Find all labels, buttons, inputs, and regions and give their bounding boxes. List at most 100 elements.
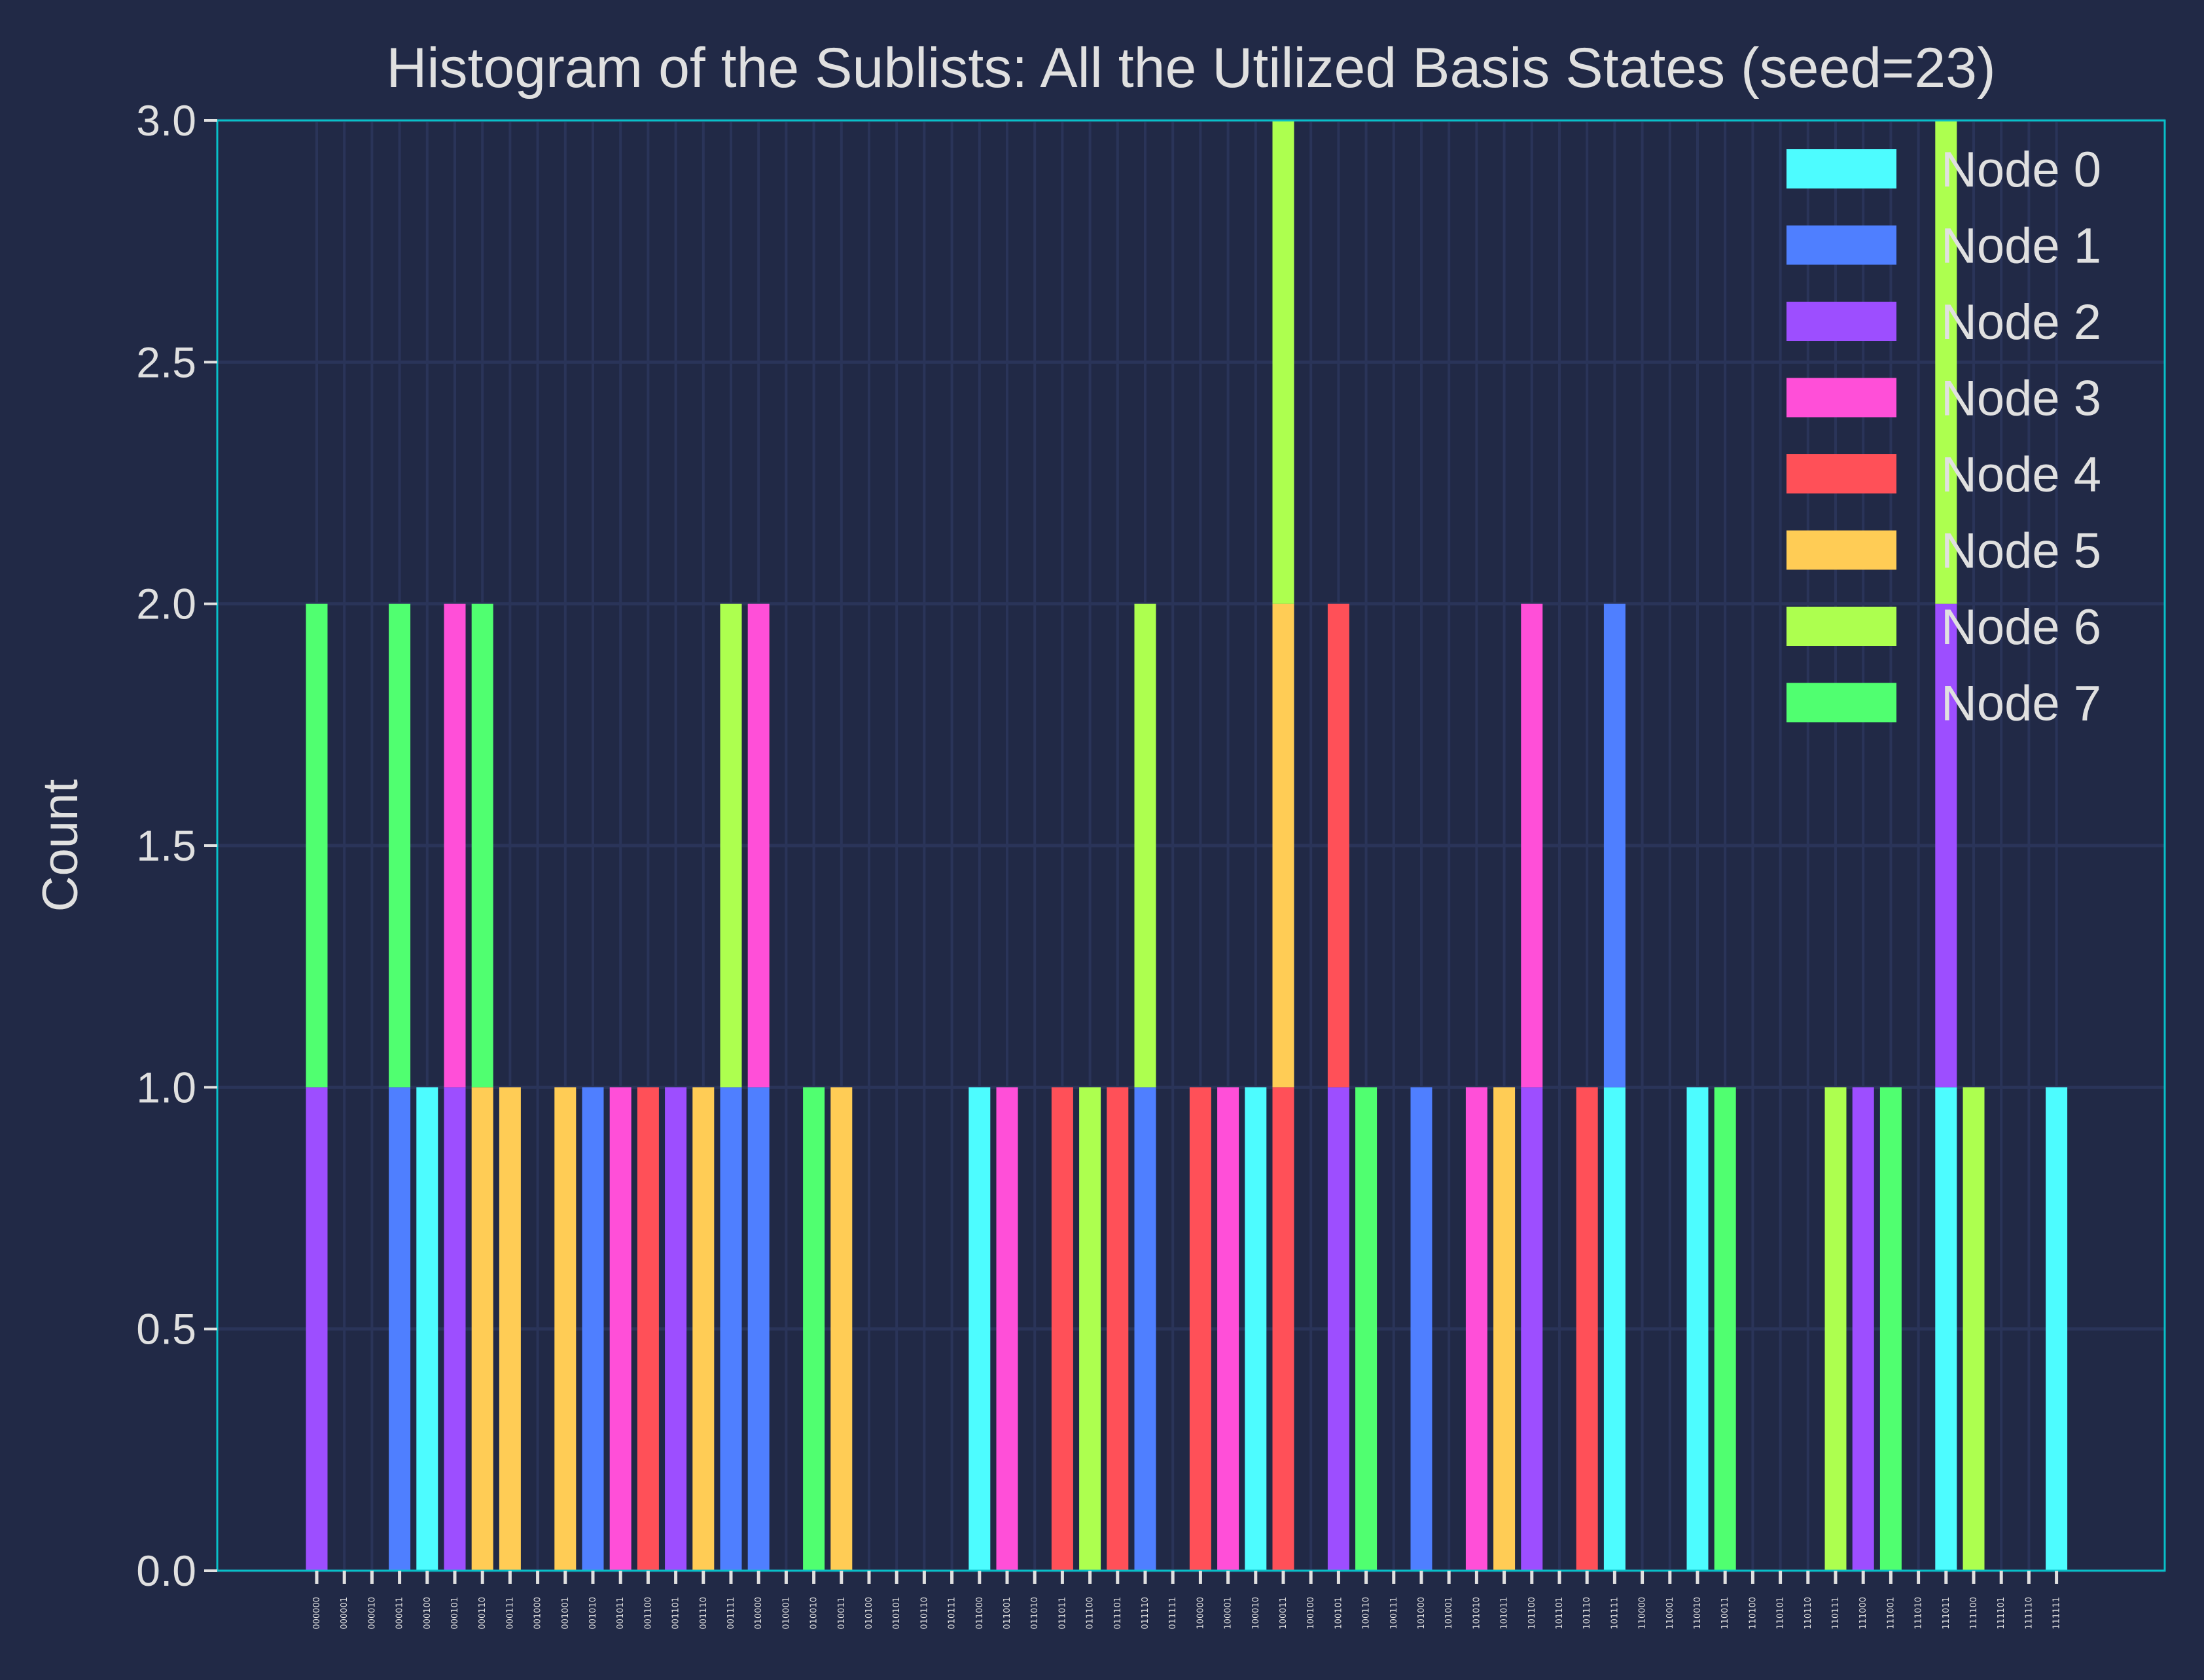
bar-segment xyxy=(1245,1087,1267,1571)
x-tick-label: 001011 xyxy=(616,1597,626,1630)
bar-segment xyxy=(1521,1087,1543,1571)
legend-label: Node 0 xyxy=(1941,142,2101,198)
x-tick-label: 001111 xyxy=(726,1597,736,1630)
bar-segment xyxy=(1272,1087,1294,1571)
x-tick-label: 100110 xyxy=(1362,1597,1372,1630)
bar-segment xyxy=(1465,1087,1487,1571)
x-tick-label: 101100 xyxy=(1527,1597,1537,1630)
x-tick-label: 110011 xyxy=(1720,1597,1730,1630)
bar-segment xyxy=(1686,1087,1709,1571)
legend-label: Node 7 xyxy=(1941,676,2101,732)
x-tick-label: 110111 xyxy=(1831,1597,1841,1630)
x-tick-label: 010111 xyxy=(948,1597,957,1630)
x-tick-label: 110000 xyxy=(1638,1597,1648,1630)
legend-swatch xyxy=(1786,225,1896,265)
y-tick-label: 1.0 xyxy=(136,1063,196,1111)
bar-segment xyxy=(1493,1087,1516,1571)
x-tick-label: 101010 xyxy=(1472,1597,1482,1630)
x-tick-label: 101000 xyxy=(1417,1597,1427,1630)
x-tick-label: 111100 xyxy=(1969,1597,1979,1630)
bar-segment xyxy=(1272,120,1294,604)
bar-segment xyxy=(1879,1087,1902,1571)
bar-segment xyxy=(609,1087,631,1571)
x-tick-label: 101011 xyxy=(1500,1597,1510,1630)
bar-segment xyxy=(1079,1087,1101,1571)
bar-segment xyxy=(1410,1087,1432,1571)
bar-segment xyxy=(720,603,742,1088)
bar-segment xyxy=(499,1087,521,1571)
bar-segment xyxy=(747,1087,770,1571)
x-tick-label: 101101 xyxy=(1555,1597,1565,1630)
x-tick-label: 011101 xyxy=(1113,1597,1123,1630)
x-tick-label: 010010 xyxy=(809,1597,819,1630)
x-tick-label: 000110 xyxy=(478,1597,488,1630)
bar-segment xyxy=(444,603,466,1088)
bar-segment xyxy=(582,1087,604,1571)
x-tick-label: 000001 xyxy=(340,1597,349,1630)
x-tick-label: 111110 xyxy=(2024,1597,2034,1630)
bar-segment xyxy=(554,1087,577,1571)
y-tick-label: 1.5 xyxy=(136,821,196,870)
legend-label: Node 4 xyxy=(1941,447,2101,503)
x-tick-label: 100011 xyxy=(1279,1597,1289,1630)
bar-segment xyxy=(471,603,493,1088)
bar-segment xyxy=(306,603,328,1088)
bar-segment xyxy=(306,1087,328,1571)
bar-segment xyxy=(2046,1087,2068,1571)
legend-swatch xyxy=(1786,607,1896,646)
x-tick-label: 101001 xyxy=(1444,1597,1454,1630)
bar-segment xyxy=(416,1087,438,1571)
x-tick-label: 010110 xyxy=(919,1597,929,1630)
x-tick-label: 000000 xyxy=(312,1597,322,1630)
bar-segment xyxy=(720,1087,742,1571)
x-tick-label: 110001 xyxy=(1665,1597,1675,1630)
bar-segment xyxy=(1134,603,1156,1088)
bar-segment xyxy=(1107,1087,1129,1571)
x-tick-label: 010100 xyxy=(864,1597,874,1630)
bar-segment xyxy=(1603,603,1626,1088)
y-axis: 0.0 0.5 1.0 1.5 2.0 2.5 3.0 xyxy=(136,96,217,1595)
x-tick-label: 011010 xyxy=(1030,1597,1040,1630)
x-tick-label: 000101 xyxy=(450,1597,460,1630)
x-tick-label: 001010 xyxy=(588,1597,598,1630)
bars xyxy=(306,120,2068,1571)
bar-segment xyxy=(637,1087,659,1571)
x-tick-label: 011011 xyxy=(1058,1597,1067,1630)
x-tick-label: 010011 xyxy=(837,1597,847,1630)
x-tick-label: 101111 xyxy=(1610,1597,1620,1630)
y-tick-label: 0.5 xyxy=(136,1305,196,1353)
bar-segment xyxy=(1217,1087,1239,1571)
bar-segment xyxy=(969,1087,991,1571)
x-tick-label: 010001 xyxy=(781,1597,791,1630)
bar-segment xyxy=(1935,603,1957,1088)
y-tick-label: 2.5 xyxy=(136,338,196,386)
x-tick-label: 001001 xyxy=(561,1597,571,1630)
x-tick-label: 110100 xyxy=(1748,1597,1758,1630)
x-tick-label: 110101 xyxy=(1776,1597,1786,1630)
x-tick-label: 011001 xyxy=(1003,1597,1012,1630)
bar-segment xyxy=(1963,1087,1985,1571)
bar-segment xyxy=(692,1087,715,1571)
x-tick-label: 101110 xyxy=(1582,1597,1592,1630)
x-tick-label: 100000 xyxy=(1196,1597,1205,1630)
legend: Node 0 Node 1 Node 2 Node 3 Node 4 Node 5 Node… xyxy=(1786,142,2101,732)
bar-segment xyxy=(389,603,411,1088)
legend-swatch xyxy=(1786,454,1896,493)
legend-label: Node 6 xyxy=(1941,599,2101,655)
x-tick-label: 100010 xyxy=(1251,1597,1261,1630)
bar-segment xyxy=(1134,1087,1156,1571)
bar-segment xyxy=(1327,603,1349,1088)
x-tick-label: 111001 xyxy=(1886,1597,1896,1630)
legend-swatch xyxy=(1786,683,1896,723)
legend-label: Node 3 xyxy=(1941,371,2101,427)
legend-swatch xyxy=(1786,149,1896,188)
legend-label: Node 1 xyxy=(1941,219,2101,274)
x-tick-label: 111111 xyxy=(2052,1597,2062,1630)
bar-segment xyxy=(1189,1087,1211,1571)
bar-segment xyxy=(1824,1087,1847,1571)
bar-segment xyxy=(1714,1087,1736,1571)
bar-segment xyxy=(996,1087,1018,1571)
bar-segment xyxy=(830,1087,853,1571)
bar-segment xyxy=(1935,1087,1957,1571)
bar-segment xyxy=(665,1087,687,1571)
